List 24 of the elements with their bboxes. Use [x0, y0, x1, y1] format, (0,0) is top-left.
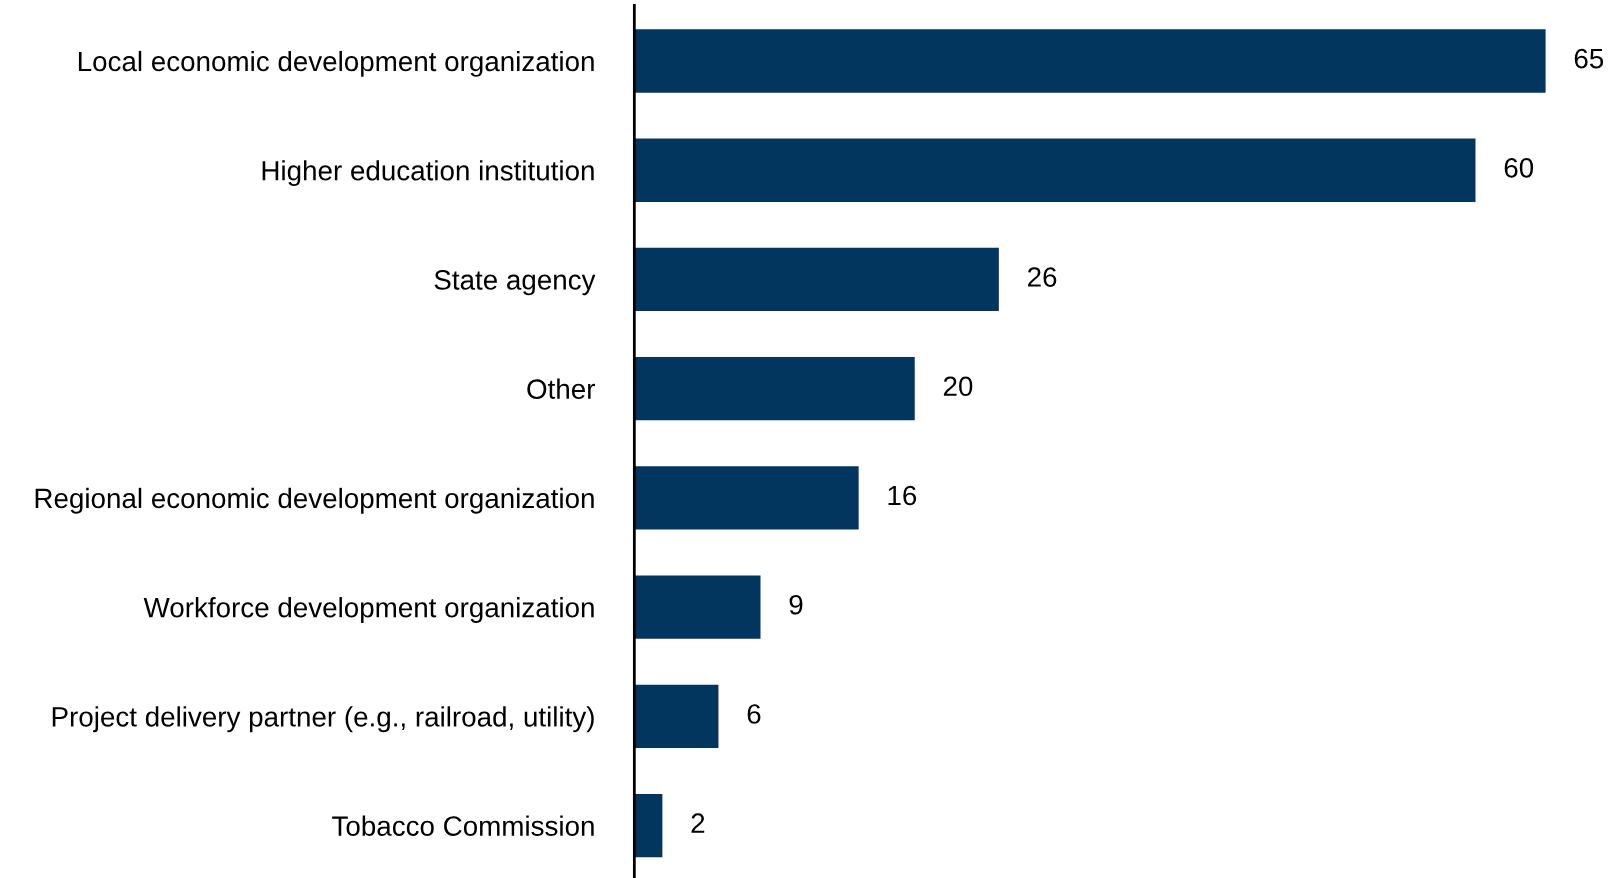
bar: [634, 29, 1546, 93]
data-label: 16: [888, 485, 917, 506]
bar: [634, 793, 663, 858]
bar: [634, 466, 859, 530]
bar: [634, 247, 999, 312]
data-label: 6: [747, 704, 761, 724]
y-tick-label: Higher education institution: [262, 160, 594, 187]
data-label: 2: [691, 813, 705, 833]
data-label: 9: [789, 594, 803, 615]
y-tick-label: Regional economic development organization: [35, 487, 594, 514]
bar: [634, 575, 761, 639]
bar: [634, 356, 915, 421]
data-label: 60: [1504, 157, 1534, 178]
data-label: 26: [1028, 267, 1057, 287]
y-tick-label: Workforce development organization: [143, 597, 594, 623]
data-label: 20: [943, 376, 973, 397]
y-tick-label: Other: [527, 378, 595, 399]
bar: [634, 138, 1476, 202]
data-label: 65: [1574, 48, 1604, 69]
y-tick-label: State agency: [434, 270, 596, 296]
y-tick-label: Project delivery partner (e.g., railroad, utility): [52, 706, 594, 733]
y-tick-label: Tobacco Commission: [332, 815, 594, 836]
y-tick-label: Local economic development organization: [78, 50, 594, 77]
bar: [634, 684, 719, 749]
